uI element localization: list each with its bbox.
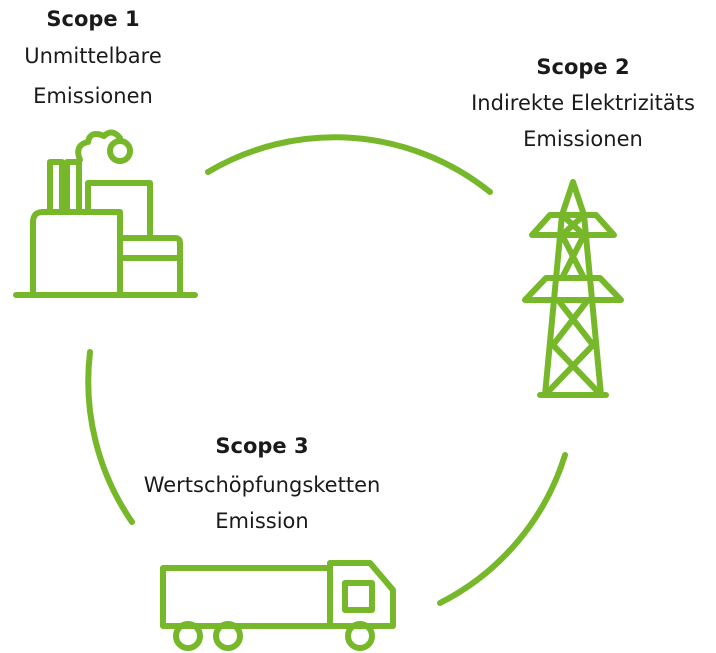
- truck-icon: [160, 560, 396, 651]
- scope-title: Scope 3: [215, 434, 308, 458]
- arc-top: [205, 134, 493, 195]
- scope-line: Wertschöpfungsketten: [144, 473, 381, 497]
- scope-title: Scope 2: [536, 55, 629, 79]
- scope-title: Scope 1: [46, 7, 139, 31]
- scope-line: Unmittelbare: [24, 44, 161, 68]
- scope-line: Emissionen: [33, 84, 153, 108]
- scope-line: Emissionen: [523, 127, 643, 151]
- arc-left: [85, 349, 135, 525]
- arc-right: [437, 452, 568, 606]
- factory-icon: [13, 129, 198, 298]
- scope-line: Emission: [215, 509, 308, 533]
- pylon-icon: [522, 179, 624, 398]
- scope-line: Indirekte Elektrizitäts: [471, 91, 695, 115]
